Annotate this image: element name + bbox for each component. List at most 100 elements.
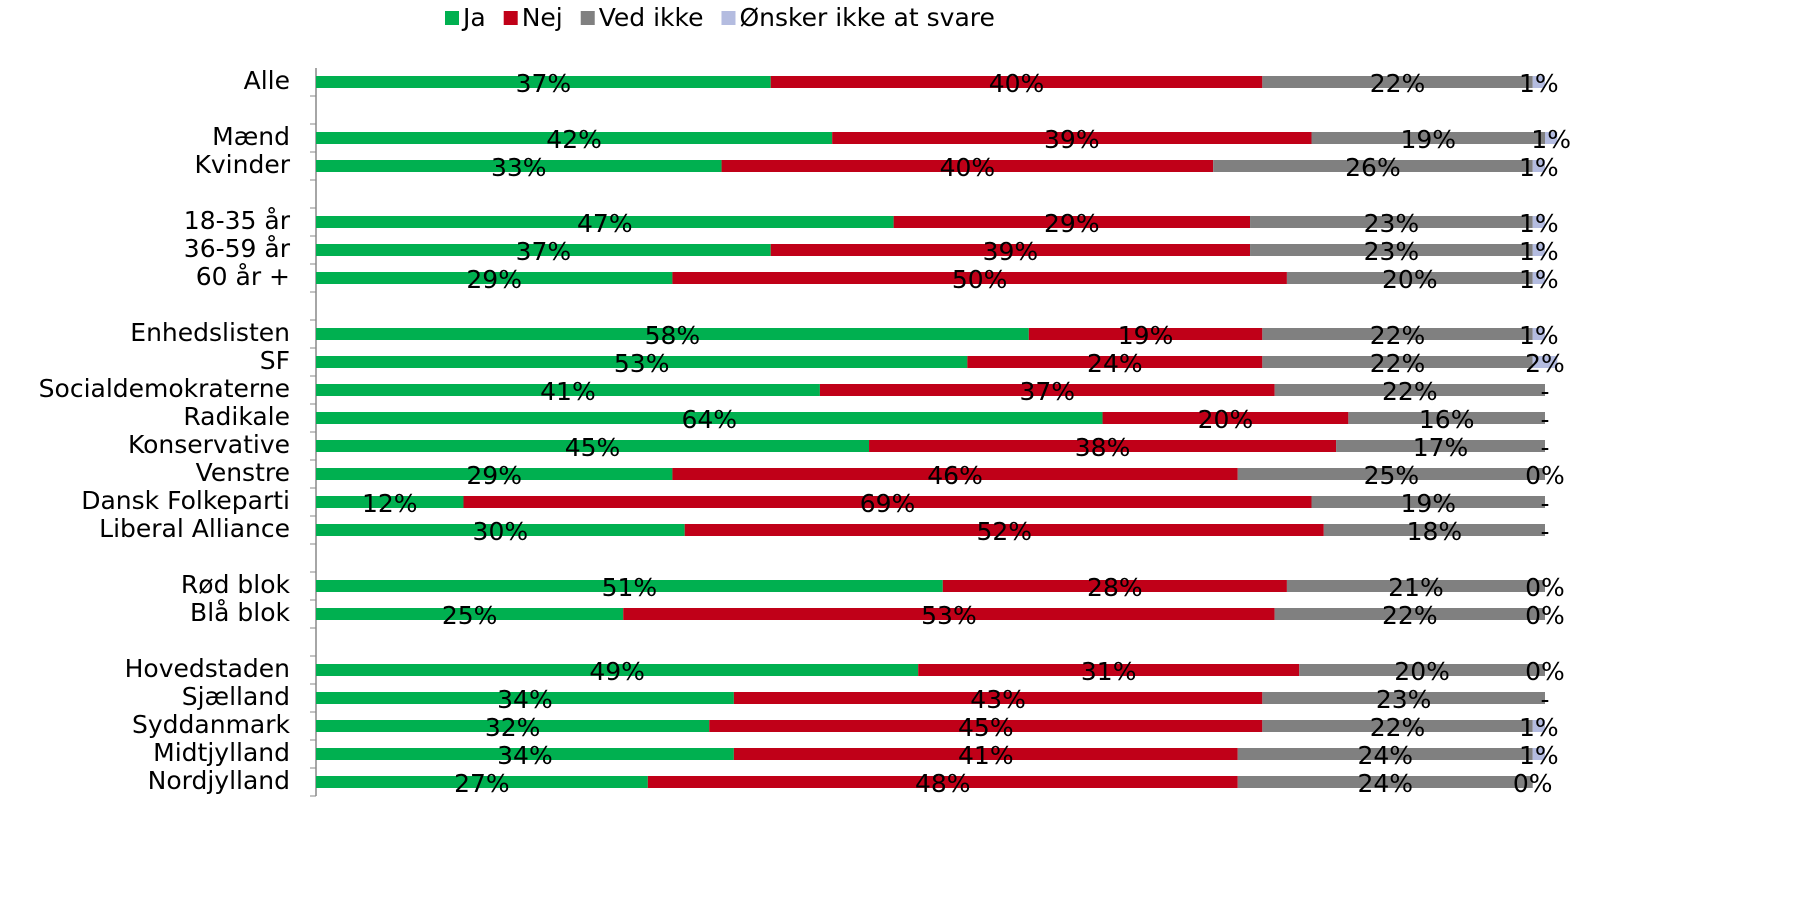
- value-label: 37%: [516, 237, 572, 266]
- bar-segment: [1532, 748, 1545, 760]
- value-label: 1%: [1519, 321, 1559, 350]
- bar-segment: [1274, 608, 1545, 620]
- bar-segment: [316, 356, 968, 368]
- bar-segment: [770, 76, 1263, 88]
- legend-label: Ja: [461, 3, 486, 32]
- value-label: 16%: [1419, 405, 1475, 434]
- legend-swatch: [580, 11, 595, 25]
- value-label: 20%: [1382, 265, 1438, 294]
- bar-segment: [316, 132, 833, 144]
- bar-segment: [1262, 76, 1533, 88]
- bar-segment: [316, 524, 685, 536]
- value-label: 12%: [362, 489, 418, 518]
- bar-segment: [316, 272, 673, 284]
- legend-swatch: [721, 11, 736, 25]
- bar-segment: [1348, 412, 1545, 424]
- bar-segment: [672, 272, 1287, 284]
- category-label: Liberal Alliance: [99, 514, 290, 543]
- category-label: Radikale: [183, 402, 290, 431]
- bar-segment: [316, 216, 894, 228]
- bar-segment: [733, 692, 1263, 704]
- category-label: Konservative: [128, 430, 290, 459]
- value-label: 25%: [442, 601, 498, 630]
- value-label: 34%: [497, 741, 553, 770]
- value-label: 51%: [602, 573, 658, 602]
- bar-segment: [623, 608, 1275, 620]
- category-label: Sjælland: [182, 682, 290, 711]
- bar-segment: [316, 76, 771, 88]
- bar-segment: [869, 440, 1337, 452]
- value-label: 19%: [1118, 321, 1174, 350]
- value-label: 46%: [927, 461, 983, 490]
- bar-segment: [967, 356, 1263, 368]
- bar-segment: [684, 524, 1324, 536]
- value-label: 45%: [958, 713, 1014, 742]
- bar-segment: [316, 664, 919, 676]
- bar-segment: [1262, 356, 1533, 368]
- category-label: Nordjylland: [148, 766, 290, 795]
- category-label: 18-35 år: [184, 206, 291, 235]
- category-label: Socialdemokraterne: [39, 374, 290, 403]
- category-label: Dansk Folkeparti: [81, 486, 290, 515]
- bar-segment: [316, 412, 1103, 424]
- bar-segment: [316, 160, 722, 172]
- value-label: 1%: [1519, 265, 1559, 294]
- bar-segment: [1286, 580, 1545, 592]
- value-label: 31%: [1081, 657, 1137, 686]
- bar-segment: [1532, 76, 1545, 88]
- value-label: 37%: [516, 69, 572, 98]
- bar-segment: [1311, 132, 1545, 144]
- value-label: 29%: [466, 461, 522, 490]
- value-label: 50%: [952, 265, 1008, 294]
- bar-segment: [918, 664, 1300, 676]
- bar-segment: [733, 748, 1238, 760]
- value-label: 41%: [540, 377, 596, 406]
- value-label: -: [1540, 489, 1549, 518]
- value-label: 0%: [1525, 657, 1565, 686]
- value-label: 42%: [546, 125, 602, 154]
- value-label: 22%: [1370, 69, 1426, 98]
- category-label: 60 år +: [196, 262, 290, 291]
- value-label: 1%: [1519, 69, 1559, 98]
- value-label: 0%: [1513, 769, 1553, 798]
- category-label: Blå blok: [190, 598, 290, 627]
- bar-segment: [893, 216, 1251, 228]
- value-label: 27%: [454, 769, 510, 798]
- value-label: 0%: [1525, 573, 1565, 602]
- bar-segment: [721, 160, 1214, 172]
- category-label: Alle: [244, 66, 290, 95]
- value-label: 39%: [1044, 125, 1100, 154]
- bar-segment: [1237, 776, 1533, 788]
- category-label: SF: [260, 346, 290, 375]
- bar-segment: [316, 496, 464, 508]
- category-label: 36-59 år: [184, 234, 291, 263]
- value-label: 2%: [1525, 349, 1565, 378]
- value-label: 17%: [1413, 433, 1469, 462]
- bar-segment: [1262, 328, 1533, 340]
- bar-segment: [1532, 216, 1545, 228]
- value-label: 49%: [589, 657, 645, 686]
- bar-segment: [316, 244, 771, 256]
- value-label: -: [1540, 405, 1549, 434]
- value-label: 34%: [497, 685, 553, 714]
- value-label: 1%: [1519, 153, 1559, 182]
- value-label: 40%: [940, 153, 996, 182]
- value-label: 24%: [1357, 741, 1413, 770]
- bar-segment: [316, 748, 734, 760]
- category-label: Syddanmark: [132, 710, 291, 739]
- value-label: 1%: [1531, 125, 1571, 154]
- bar-segment: [316, 608, 624, 620]
- value-label: 18%: [1407, 517, 1463, 546]
- bar-segment: [1102, 412, 1349, 424]
- value-label: 1%: [1519, 713, 1559, 742]
- value-label: 48%: [915, 769, 971, 798]
- category-label: Hovedstaden: [125, 654, 290, 683]
- value-label: 40%: [989, 69, 1045, 98]
- value-label: 1%: [1519, 209, 1559, 238]
- value-label: 23%: [1364, 209, 1420, 238]
- value-label: 20%: [1198, 405, 1254, 434]
- bar-segment: [316, 776, 648, 788]
- value-label: 20%: [1394, 657, 1450, 686]
- category-label: Midtjylland: [153, 738, 290, 767]
- bar-segment: [316, 692, 734, 704]
